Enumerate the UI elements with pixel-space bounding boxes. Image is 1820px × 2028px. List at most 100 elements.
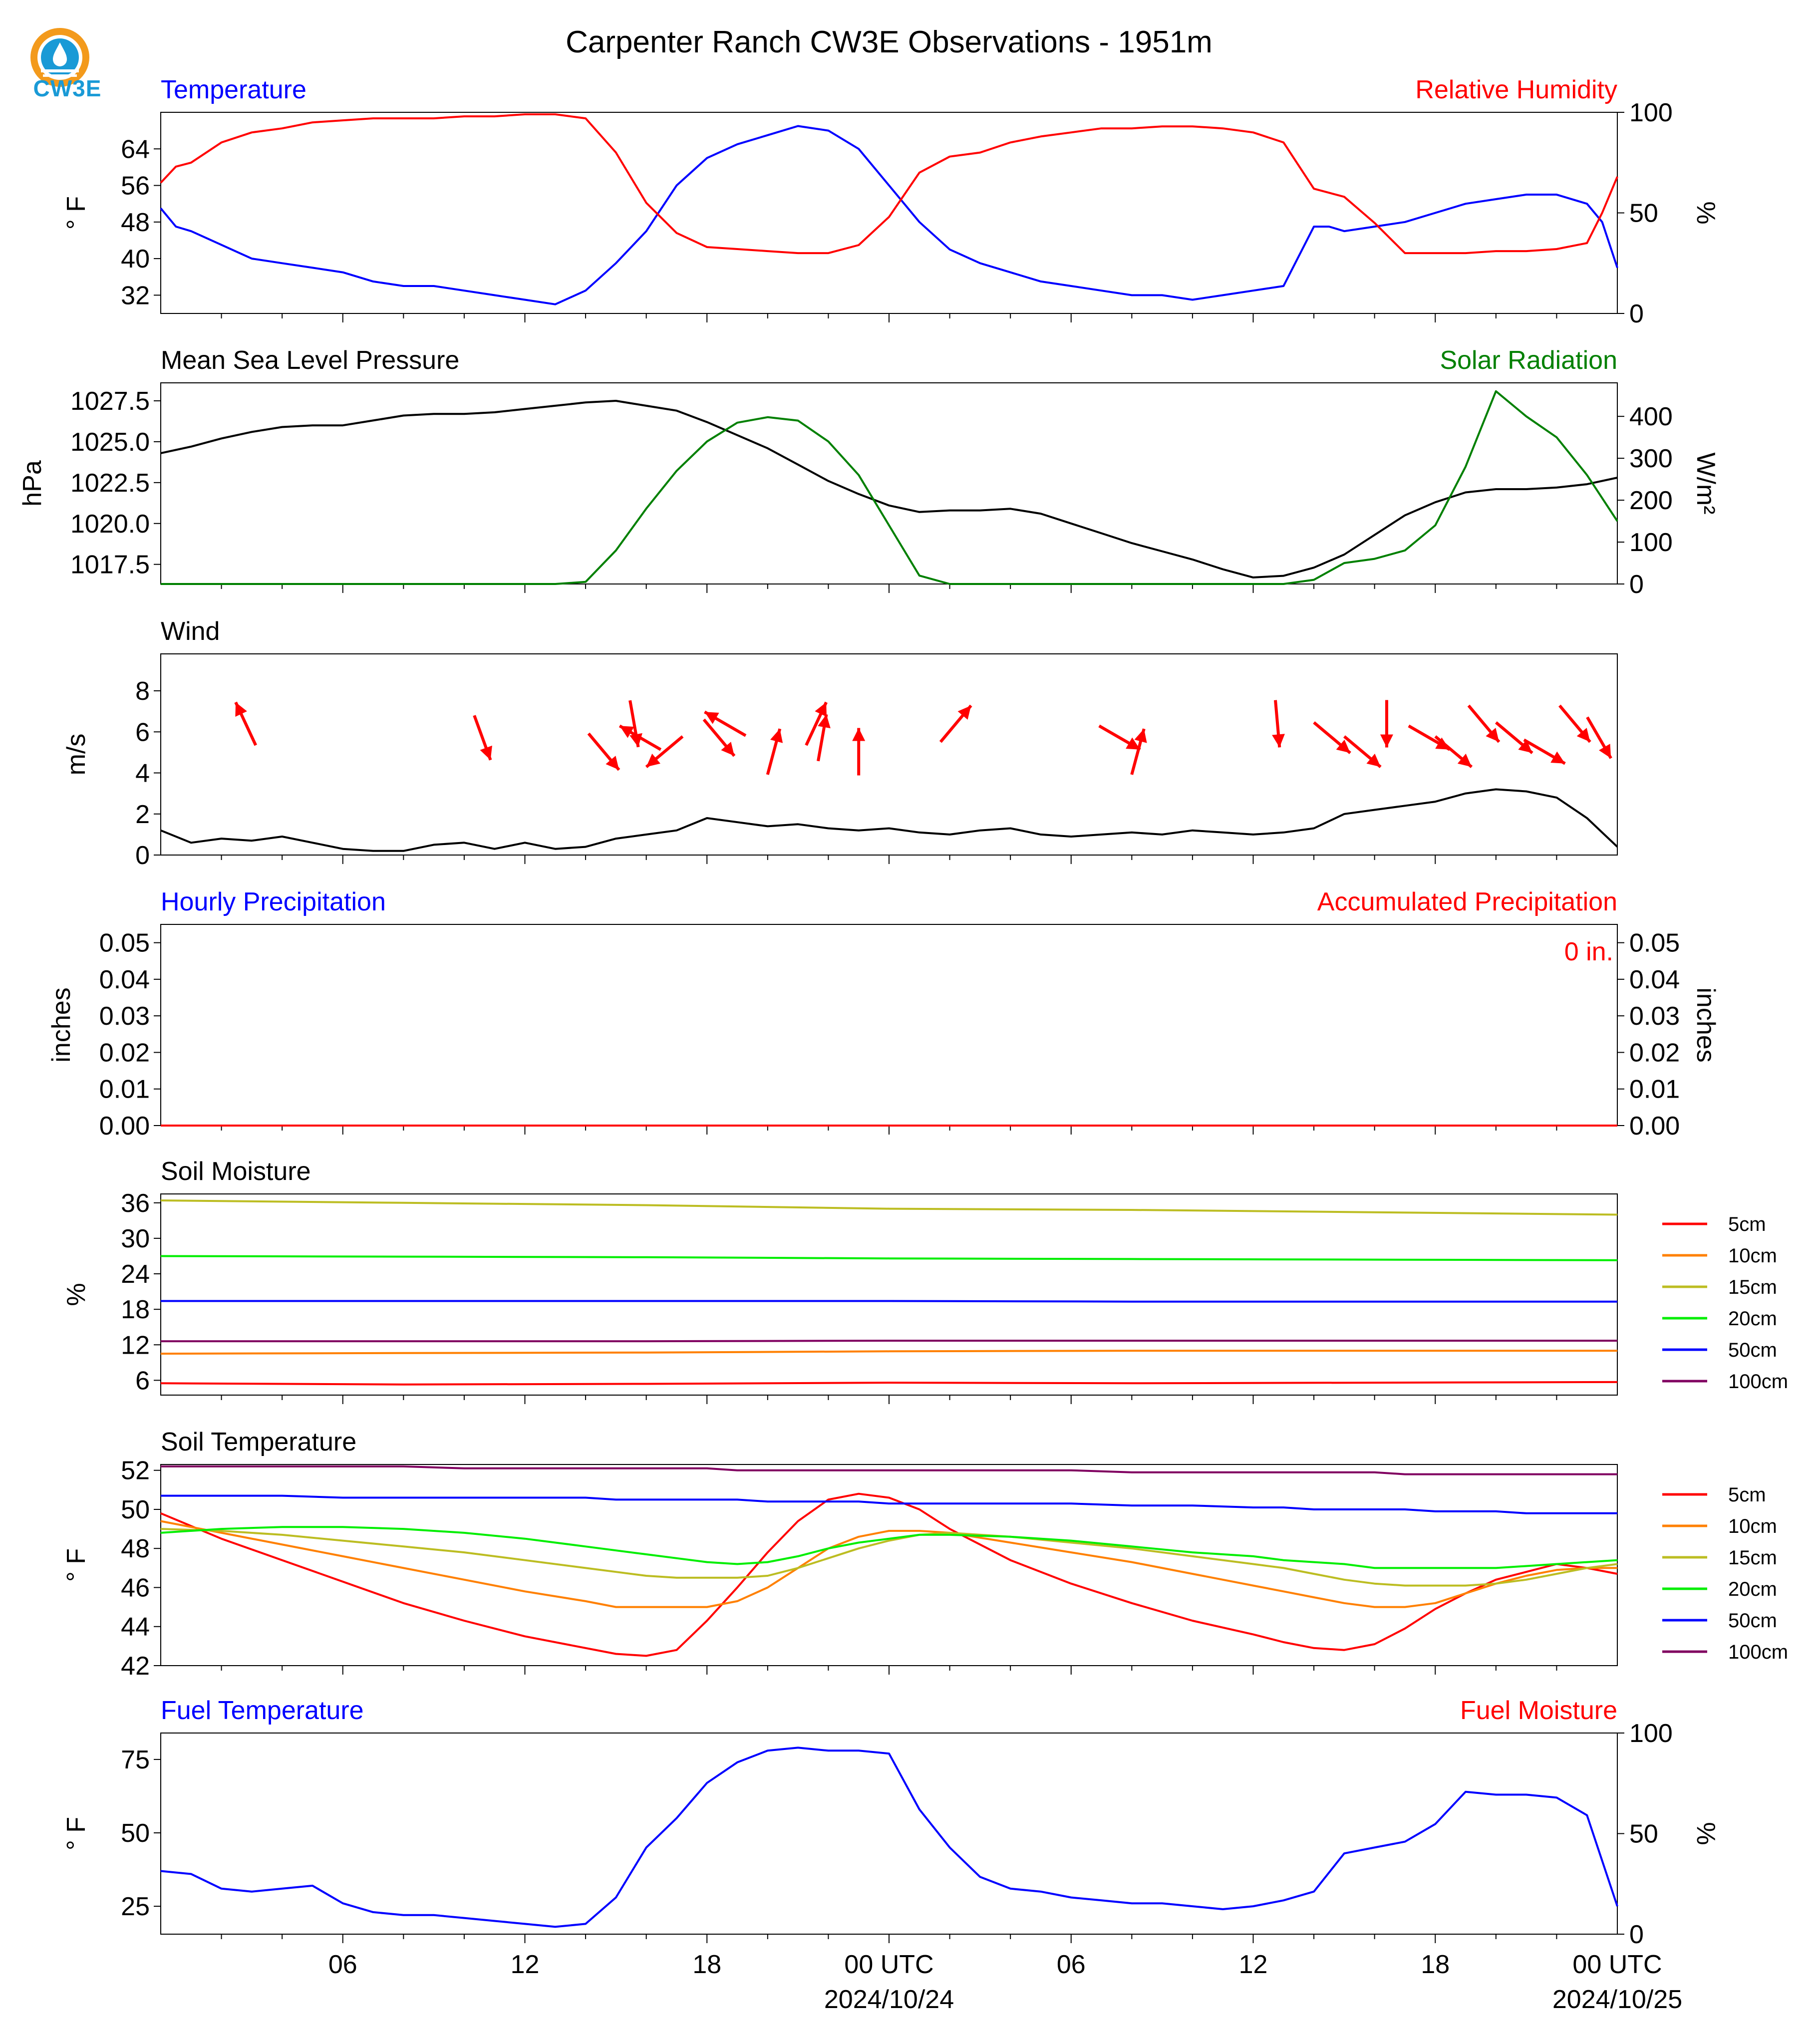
pressure_solar-y2-tick-label: 0	[1629, 570, 1644, 599]
soil_temperature-legend-label: 15cm	[1728, 1547, 1777, 1569]
soil_temperature-series-20cm	[160, 1526, 1618, 1569]
soil_moisture-y-tick-label: 6	[135, 1366, 150, 1395]
wind-arrow-head	[957, 705, 971, 720]
pressure_solar-y-tick-label: 1027.5	[70, 387, 150, 416]
soil_temperature-y-tick-label: 44	[121, 1613, 150, 1642]
x-tick-label: 00 UTC	[844, 1950, 933, 1979]
x-tick-label: 18	[1421, 1950, 1450, 1979]
pressure_solar-y-label: hPa	[18, 460, 47, 507]
soil_moisture-y-tick-label: 18	[121, 1295, 150, 1324]
x-tick-label: 18	[692, 1950, 721, 1979]
soil_moisture-legend-label: 20cm	[1728, 1308, 1777, 1330]
soil_temperature-y-tick-label: 48	[121, 1534, 150, 1563]
x-tick-label: 00 UTC	[1572, 1950, 1662, 1979]
pressure_solar-y2-tick-label: 200	[1629, 486, 1673, 515]
figure-title: Carpenter Ranch CW3E Observations - 1951…	[566, 25, 1213, 59]
wind-series-wind	[160, 788, 1618, 852]
soil_moisture-series-50cm	[161, 1300, 1617, 1303]
pressure_solar-y-tick-label: 1020.0	[70, 510, 150, 539]
wind-arrow-head	[1366, 753, 1381, 767]
x-date-label: 2024/10/24	[824, 1985, 954, 2014]
temp_rh-y2-label: %	[1691, 201, 1720, 224]
soil_temperature-series-5cm	[160, 1492, 1618, 1657]
wind-arrow-head	[619, 726, 634, 738]
wind-arrow-head	[1134, 729, 1147, 743]
wind-arrow-head	[1599, 744, 1611, 759]
precip-y2-label: inches	[1691, 987, 1720, 1062]
x-date-label: 2024/10/25	[1552, 1985, 1682, 2014]
wind-arrow-head	[1550, 751, 1565, 764]
wind-arrow-head	[818, 714, 831, 729]
x-tick-label: 12	[511, 1950, 540, 1979]
precip-y-tick-label: 0.03	[99, 1002, 150, 1031]
wind-y-tick-label: 2	[135, 800, 150, 829]
soil_temperature-y-tick-label: 52	[121, 1456, 150, 1485]
precip-y-label: inches	[47, 987, 76, 1062]
soil_moisture-y-label: %	[62, 1283, 91, 1306]
fuel-left-title: Fuel Temperature	[161, 1696, 364, 1725]
wind-arrow-head	[1336, 739, 1350, 753]
wind-arrow-head	[1272, 734, 1285, 748]
soil_temperature-legend-label: 50cm	[1728, 1610, 1777, 1632]
logo-text: CW3E	[33, 75, 102, 101]
fuel-y2-tick-label: 100	[1629, 1719, 1673, 1748]
pressure_solar-y-tick-label: 1022.5	[70, 469, 150, 498]
precip-right-title: Accumulated Precipitation	[1317, 887, 1617, 916]
precip-frame	[160, 924, 1618, 1126]
x-tick-label: 12	[1239, 1950, 1268, 1979]
fuel-y-label: ° F	[62, 1817, 91, 1850]
fuel-series-fuel-temperature	[160, 1746, 1618, 1928]
wind-arrow-head	[1576, 728, 1590, 742]
fuel-y2-tick-label: 0	[1629, 1920, 1644, 1949]
soil_temperature-legend-label: 5cm	[1728, 1484, 1766, 1506]
wind-arrow-head	[815, 702, 827, 717]
temp_rh-y2-tick-label: 100	[1629, 98, 1673, 127]
temp_rh-y-label: ° F	[62, 196, 91, 230]
precip-left-title: Hourly Precipitation	[161, 887, 386, 916]
precip-y2-tick-label: 0.05	[1629, 929, 1680, 958]
soil_moisture-y-tick-label: 30	[121, 1224, 150, 1253]
soil_moisture-series-20cm	[160, 1255, 1618, 1261]
temp_rh-y2-tick-label: 50	[1629, 199, 1658, 228]
temp_rh-right-title: Relative Humidity	[1415, 75, 1617, 104]
pressure_solar-frame	[160, 382, 1618, 584]
precip-y2-tick-label: 0.02	[1629, 1038, 1680, 1067]
wind-arrow-head	[1518, 739, 1532, 753]
soil_moisture-series-5cm	[160, 1381, 1618, 1386]
fuel-y2-tick-label: 50	[1629, 1820, 1658, 1849]
pressure_solar-y2-tick-label: 300	[1629, 444, 1673, 473]
temp_rh-series-temperature	[160, 125, 1618, 305]
precip-annotation: 0 in.	[1564, 937, 1613, 966]
temp_rh-left-title: Temperature	[161, 75, 306, 104]
pressure_solar-y2-tick-label: 400	[1629, 402, 1673, 431]
soil_temperature-legend-label: 10cm	[1728, 1515, 1777, 1537]
soil_moisture-series-10cm	[160, 1350, 1617, 1355]
precip-y-tick-label: 0.00	[99, 1112, 150, 1141]
wind-frame	[160, 653, 1618, 856]
soil_moisture-legend-label: 10cm	[1728, 1245, 1777, 1267]
fuel-y-tick-label: 75	[121, 1745, 150, 1774]
wind-arrow-head	[646, 753, 661, 767]
wind-arrow-head	[1380, 734, 1393, 748]
soil_moisture-series-15cm	[160, 1199, 1618, 1216]
wind-arrow-head	[721, 742, 735, 756]
wind-y-tick-label: 6	[135, 718, 150, 747]
wind-arrow-head	[1457, 753, 1472, 767]
soil_temperature-y-tick-label: 50	[121, 1495, 150, 1524]
precip-y-tick-label: 0.02	[99, 1038, 150, 1067]
soil_temperature-series-50cm	[161, 1494, 1617, 1514]
wind-arrow-head	[606, 756, 619, 770]
wind-y-tick-label: 8	[135, 677, 150, 706]
pressure_solar-left-title: Mean Sea Level Pressure	[161, 346, 459, 375]
fuel-frame	[160, 1733, 1618, 1935]
soil_moisture-y-tick-label: 24	[121, 1260, 150, 1289]
soil_moisture-legend-label: 50cm	[1728, 1339, 1777, 1361]
soil_temperature-left-title: Soil Temperature	[161, 1428, 356, 1456]
x-tick-label: 06	[328, 1950, 357, 1979]
temp_rh-y-tick-label: 64	[121, 135, 150, 164]
temp_rh-y-tick-label: 40	[121, 245, 150, 274]
temp_rh-y2-tick-label: 0	[1629, 299, 1644, 328]
precip-y2-tick-label: 0.01	[1629, 1075, 1680, 1104]
cw3e-logo-icon	[30, 28, 89, 87]
temp_rh-y-tick-label: 48	[121, 208, 150, 237]
